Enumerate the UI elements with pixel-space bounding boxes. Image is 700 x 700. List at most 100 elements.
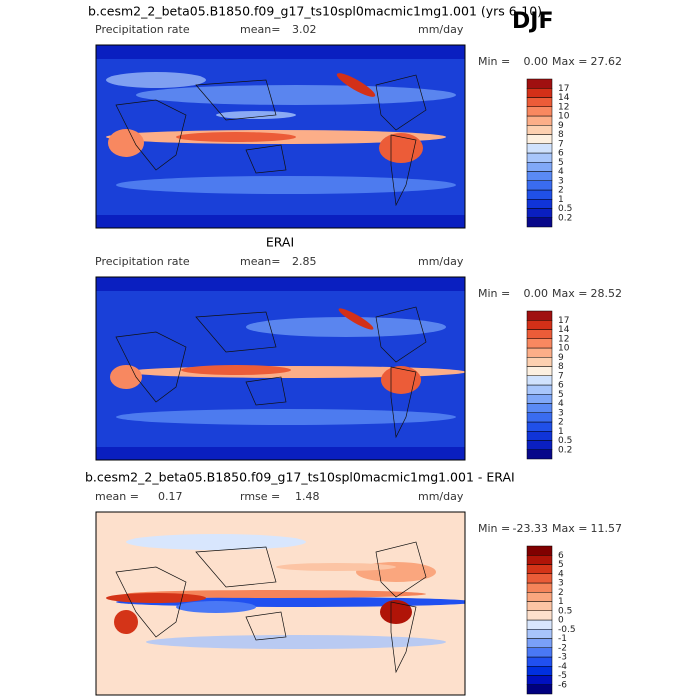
colorbar-label: -3: [558, 653, 567, 663]
colorbar-label: 5: [558, 560, 564, 570]
stat-value: 3.02: [292, 23, 317, 36]
colorbar-box: [526, 347, 553, 358]
min-value: 0.00: [524, 55, 549, 68]
colorbar-box: [526, 115, 553, 126]
min-label: Min =: [478, 287, 510, 300]
stat-label: mean =: [95, 490, 139, 503]
variable-label: Precipitation rate: [95, 255, 190, 268]
colorbar-box: [526, 431, 553, 441]
units-label: mm/day: [418, 23, 464, 36]
map: [96, 277, 465, 460]
colorbar-box: [526, 629, 553, 639]
min-label: Min =: [478, 55, 510, 68]
colorbar-box: [526, 171, 553, 181]
colorbar-label: 2: [558, 588, 564, 598]
colorbar-box: [526, 199, 553, 209]
colorbar-box: [526, 375, 553, 386]
colorbar-label: -4: [558, 662, 567, 672]
colorbar-box: [526, 180, 553, 191]
colorbar-label: 7: [558, 371, 564, 381]
colorbar-box: [526, 134, 553, 144]
stat-label: rmse =: [240, 490, 280, 503]
colorbar-box: [526, 310, 553, 321]
colorbar-box: [526, 357, 553, 367]
colorbar-label: 12: [558, 102, 569, 112]
colorbar-label: 0.5: [558, 436, 572, 446]
colorbar-label: -2: [558, 643, 567, 653]
colorbar-label: 1: [558, 427, 564, 437]
colorbar-box: [526, 208, 553, 218]
min-value: -23.33: [513, 522, 548, 535]
colorbar-label: 14: [558, 325, 570, 335]
units-label: mm/day: [418, 255, 464, 268]
colorbar-label: 4: [558, 569, 564, 579]
colorbar-label: 3: [558, 176, 564, 186]
min-label: Min =: [478, 522, 510, 535]
colorbar-box: [526, 592, 553, 602]
colorbar-label: 6: [558, 381, 564, 391]
colorbar-label: 17: [558, 84, 569, 94]
colorbar-label: 7: [558, 139, 564, 149]
max-value: 11.57: [591, 522, 623, 535]
colorbar-label: 0.5: [558, 606, 572, 616]
units-label: mm/day: [418, 490, 464, 503]
colorbar-box: [526, 573, 553, 584]
colorbar-box: [526, 125, 553, 135]
colorbar-box: [526, 421, 553, 432]
colorbar-box: [526, 106, 553, 117]
stat-value: 0.17: [158, 490, 183, 503]
colorbar-label: -0.5: [558, 625, 576, 635]
colorbar-box: [526, 403, 553, 413]
map-frame: [95, 44, 466, 229]
colorbar-box: [526, 582, 553, 593]
colorbar-box: [526, 338, 553, 349]
colorbar-box: [526, 217, 553, 228]
colorbar-box: [526, 440, 553, 450]
colorbar-label: 1: [558, 195, 564, 205]
colorbar-label: 2: [558, 418, 564, 428]
colorbar-label: 4: [558, 167, 564, 177]
colorbar-box: [526, 143, 553, 154]
colorbar-label: 3: [558, 579, 564, 589]
colorbar-box: [526, 564, 553, 574]
colorbar-label: -1: [558, 634, 567, 644]
colorbar-box: [526, 162, 553, 172]
colorbar-box: [526, 545, 553, 556]
colorbar-label: 9: [558, 121, 564, 131]
map: [96, 512, 465, 695]
min-value: 0.00: [524, 287, 549, 300]
stat-label: mean=: [240, 23, 280, 36]
colorbar-box: [526, 449, 553, 460]
colorbar-label: 8: [558, 362, 564, 372]
colorbar-box: [526, 610, 553, 621]
colorbar-label: 8: [558, 130, 564, 140]
colorbar-label: 0.2: [558, 213, 572, 223]
colorbar-box: [526, 656, 553, 667]
colorbar-label: 12: [558, 334, 569, 344]
max-label: Max =: [552, 287, 587, 300]
colorbar-box: [526, 675, 553, 685]
colorbar-label: 17: [558, 316, 569, 326]
variable-label: Precipitation rate: [95, 23, 190, 36]
colorbar-box: [526, 88, 553, 98]
stat-label: mean=: [240, 255, 280, 268]
max-value: 27.62: [591, 55, 623, 68]
panel-heading: ERAI: [266, 235, 294, 250]
colorbar-label: 4: [558, 399, 564, 409]
colorbar-label: -5: [558, 671, 567, 681]
colorbar-label: 0: [558, 616, 564, 626]
colorbar-box: [526, 189, 553, 200]
colorbar-box: [526, 684, 553, 695]
colorbar-box: [526, 666, 553, 676]
colorbar-box: [526, 97, 553, 107]
map: [96, 45, 465, 228]
colorbar-label: 5: [558, 158, 564, 168]
season-label: DJF: [512, 9, 553, 34]
panel-heading: b.cesm2_2_beta05.B1850.f09_g17_ts10spl0m…: [88, 4, 542, 19]
colorbar-label: 0.2: [558, 445, 572, 455]
colorbar-box: [526, 647, 553, 658]
stat-value: 2.85: [292, 255, 317, 268]
colorbar-label: 6: [558, 149, 564, 159]
colorbar-label: 5: [558, 390, 564, 400]
